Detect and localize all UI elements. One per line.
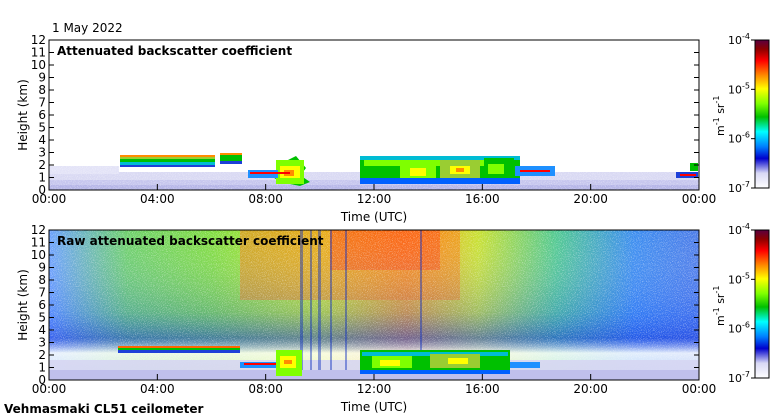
x-tick-label: 16:00 [465, 382, 500, 396]
cloud-layer-afternoon [360, 350, 540, 374]
y-tick-label: 1 [38, 361, 46, 375]
cloud-layer-morning [240, 350, 302, 376]
x-tick-label: 04:00 [140, 192, 175, 206]
y-tick-label: 12 [31, 33, 46, 47]
y-tick-label: 10 [31, 58, 46, 72]
y-tick-label: 0 [38, 373, 46, 387]
y-tick-label: 10 [31, 248, 46, 262]
x-axis-label: Time (UTC) [340, 400, 407, 414]
colorbar-tick-label: 10-5 [728, 81, 750, 96]
y-tick-label: 8 [38, 273, 46, 287]
y-axis-label: Height (km) [16, 79, 30, 150]
y-tick-label: 8 [38, 83, 46, 97]
date-label: 1 May 2022 [52, 21, 123, 35]
x-tick-label: 00:00 [32, 382, 67, 396]
y-tick-label: 6 [38, 108, 46, 122]
cloud-layer-early [118, 346, 240, 353]
x-axis: 00:00 04:00 08:00 12:00 16:00 20:00 00:00 [32, 184, 717, 206]
cloud-layer-early [120, 153, 242, 167]
x-tick-label: 12:00 [357, 382, 392, 396]
y-tick-label: 11 [31, 46, 46, 60]
colorbar-unit-label: m-1 sr-1 [712, 286, 727, 326]
y-tick-label: 9 [38, 261, 46, 275]
attenuated-backscatter-panel: Attenuated backscatter coefficient 01234… [16, 33, 716, 224]
y-tick-label: 5 [38, 121, 46, 135]
colorbar-bottom: 10-4 10-5 10-6 10-7 m-1 sr-1 [712, 222, 770, 385]
y-tick-label: 11 [31, 236, 46, 250]
x-tick-label: 20:00 [573, 192, 608, 206]
rain-streaks [300, 230, 422, 370]
y-tick-label: 7 [38, 286, 46, 300]
colorbar-tick-label: 10-5 [728, 271, 750, 286]
y-tick-label: 0 [38, 183, 46, 197]
cloud-layer-late [676, 163, 698, 178]
x-tick-label: 00:00 [682, 382, 717, 396]
colorbar-top: 10-4 10-5 10-6 10-7 m-1 sr-1 [712, 32, 770, 195]
y-tick-label: 2 [38, 348, 46, 362]
y-tick-label: 1 [38, 171, 46, 185]
x-tick-label: 00:00 [32, 192, 67, 206]
heatmap-layer [49, 230, 699, 380]
x-tick-label: 00:00 [682, 192, 717, 206]
y-tick-label: 5 [38, 311, 46, 325]
colorbar-tick-label: 10-6 [728, 131, 750, 146]
x-tick-label: 16:00 [465, 192, 500, 206]
colorbar-tick-label: 10-4 [728, 222, 750, 237]
y-tick-label: 12 [31, 223, 46, 237]
y-tick-label: 7 [38, 96, 46, 110]
x-tick-label: 12:00 [357, 192, 392, 206]
x-tick-label: 04:00 [140, 382, 175, 396]
cloud-layer-morning [244, 156, 310, 186]
panel-title: Raw attenuated backscatter coefficient [57, 234, 324, 248]
y-tick-label: 6 [38, 298, 46, 312]
x-tick-label: 08:00 [248, 382, 283, 396]
colorbar-tick-label: 10-7 [728, 370, 750, 385]
x-tick-label: 20:00 [573, 382, 608, 396]
colorbar-tick-label: 10-7 [728, 180, 750, 195]
colorbar-tick-label: 10-4 [728, 32, 750, 47]
x-axis: 00:00 04:00 08:00 12:00 16:00 20:00 00:00 [32, 374, 717, 396]
y-tick-label: 3 [38, 336, 46, 350]
raw-backscatter-panel: Raw attenuated backscatter coefficient 0… [16, 223, 716, 414]
panel-title: Attenuated backscatter coefficient [57, 44, 292, 58]
y-tick-label: 9 [38, 71, 46, 85]
colorbar-gradient [754, 39, 770, 189]
colorbar-gradient [754, 229, 770, 379]
instrument-footer: Vehmasmaki CL51 ceilometer [4, 402, 204, 416]
cloud-layer-afternoon [360, 156, 555, 184]
y-tick-label: 3 [38, 146, 46, 160]
colorbar-unit-label: m-1 sr-1 [712, 96, 727, 136]
y-tick-label: 4 [38, 323, 46, 337]
y-tick-label: 4 [38, 133, 46, 147]
y-tick-label: 2 [38, 158, 46, 172]
y-axis-label: Height (km) [16, 269, 30, 340]
x-axis-label: Time (UTC) [340, 210, 407, 224]
x-tick-label: 08:00 [248, 192, 283, 206]
colorbar-tick-label: 10-6 [728, 321, 750, 336]
